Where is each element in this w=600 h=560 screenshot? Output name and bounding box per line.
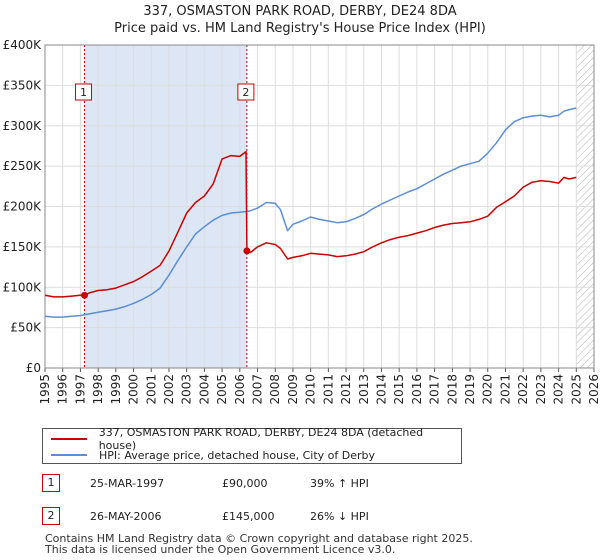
x-tick-label: 2026 — [587, 374, 600, 405]
sale-date: 26-MAY-2006 — [90, 510, 162, 523]
x-tick-label: 2018 — [445, 374, 459, 405]
y-tick-label: £350K — [3, 78, 43, 92]
y-tick-label: £200K — [3, 200, 43, 214]
sale-price: £145,000 — [222, 510, 275, 523]
legend-label-property: 337, OSMASTON PARK ROAD, DERBY, DE24 8DA… — [98, 426, 424, 452]
chart-subtitle: Price paid vs. HM Land Registry's House … — [114, 21, 486, 36]
sale-label-text: 2 — [242, 86, 249, 99]
x-tick-label: 2021 — [498, 374, 512, 405]
sale-label-box — [74, 83, 92, 101]
x-tick-label: 1997 — [73, 374, 87, 405]
y-tick-label: £150K — [3, 240, 43, 254]
x-tick-label: 2025 — [569, 374, 583, 405]
y-tick-label: £0 — [26, 361, 41, 375]
footer-licence: This data is licensed under the Open Gov… — [45, 543, 396, 556]
x-tick-label: 2005 — [215, 374, 229, 405]
x-tick-label: 1996 — [56, 374, 70, 405]
property-line-swatch — [51, 438, 87, 440]
x-tick-label: 2024 — [552, 374, 566, 405]
x-tick-label: 2008 — [268, 374, 282, 405]
x-tick-label: 2003 — [180, 374, 194, 405]
chart-legend: 337, OSMASTON PARK ROAD, DERBY, DE24 8DA… — [42, 426, 462, 464]
footer-copyright: Contains HM Land Registry data © Crown c… — [45, 532, 473, 545]
property-price-line — [44, 150, 577, 298]
x-tick-label: 2009 — [286, 374, 300, 405]
y-tick-label: £100K — [3, 280, 43, 294]
x-tick-label: 2011 — [321, 374, 335, 405]
legend-label-hpi: HPI: Average price, detached house, City… — [99, 448, 376, 462]
x-tick-label: 2013 — [357, 374, 371, 405]
chart-title: 337, OSMASTON PARK ROAD, DERBY, DE24 8DA — [143, 4, 457, 19]
x-tick-label: 2015 — [392, 374, 406, 405]
x-tick-label: 1995 — [38, 374, 52, 405]
x-tick-label: 2010 — [304, 374, 318, 405]
y-tick-label: £400K — [3, 38, 43, 52]
sale-price: £90,000 — [222, 477, 268, 490]
sale-label-text: 1 — [80, 86, 87, 99]
x-tick-label: 2001 — [144, 374, 158, 405]
sale-point — [80, 291, 88, 299]
x-tick-label: 2014 — [374, 374, 388, 405]
y-tick-label: £300K — [3, 119, 43, 133]
x-tick-label: 1999 — [109, 374, 123, 405]
sale-marker-badge: 1 — [42, 474, 60, 492]
sale-date: 25-MAR-1997 — [90, 477, 165, 490]
x-tick-label: 2022 — [516, 374, 530, 405]
sale-hpi-change: 39% ↑ HPI — [310, 477, 369, 490]
x-tick-label: 2006 — [233, 374, 247, 405]
x-tick-label: 2000 — [127, 374, 141, 405]
x-tick-label: 2019 — [463, 374, 477, 405]
sale-marker-badge: 2 — [42, 507, 60, 525]
y-tick-label: £250K — [3, 159, 43, 173]
price-chart: £0 £50K £100K £150K £200K £250K £300K £350K £400… — [3, 38, 600, 405]
plot-frame — [44, 44, 595, 369]
y-tick-label: £50K — [10, 321, 42, 335]
hpi-line-swatch — [51, 454, 87, 456]
x-tick-label: 2004 — [197, 374, 211, 405]
sale-hpi-change: 26% ↓ HPI — [310, 510, 369, 523]
x-tick-label: 2012 — [339, 374, 353, 405]
legend-item-hpi: HPI: Average price, detached house, City… — [51, 448, 375, 462]
sale-label-box — [237, 83, 255, 101]
x-tick-label: 1998 — [91, 374, 105, 405]
hpi-line — [44, 107, 577, 318]
legend-item-property: 337, OSMASTON PARK ROAD, DERBY, DE24 8DA… — [51, 426, 461, 452]
x-tick-label: 2002 — [162, 374, 176, 405]
x-tick-label: 2016 — [410, 374, 424, 405]
x-tick-label: 2017 — [428, 374, 442, 405]
x-tick-label: 2020 — [481, 374, 495, 405]
x-tick-label: 2023 — [534, 374, 548, 405]
sale-point — [243, 247, 251, 255]
x-tick-label: 2007 — [251, 374, 265, 405]
